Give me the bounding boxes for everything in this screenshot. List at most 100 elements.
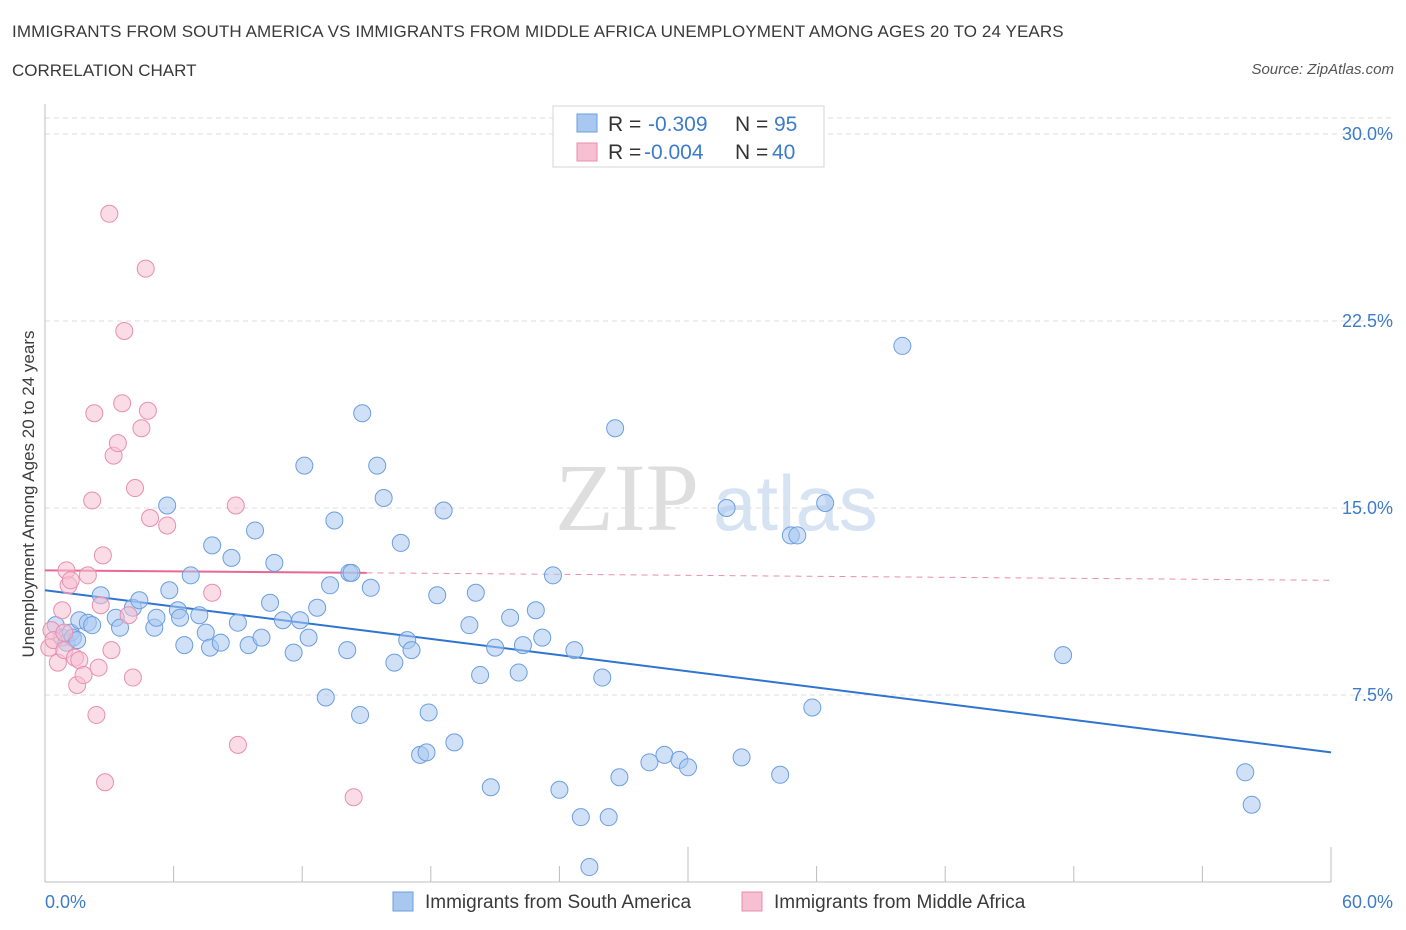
data-points [40, 204, 1261, 877]
south-america-point-59 [434, 501, 453, 520]
south-america-point-45 [342, 563, 361, 582]
south-america-point-85 [732, 748, 751, 767]
south-america-point-38 [299, 628, 318, 647]
south-america-point-32 [261, 593, 280, 612]
south-america-point-47 [353, 404, 372, 423]
middle-africa-point-30 [132, 419, 151, 438]
south-america-point-42 [325, 511, 344, 530]
stats-legend: R = -0.309 N = 95 R = -0.004 N = 40 [552, 105, 825, 168]
south-america-point-28 [228, 613, 247, 632]
south-america-point-67 [509, 663, 528, 682]
south-america-point-22 [190, 606, 209, 625]
middle-africa-point-33 [141, 508, 160, 527]
south-america-point-83 [679, 758, 697, 777]
middle-africa-point-37 [228, 735, 247, 754]
south-america-point-65 [486, 638, 505, 657]
south-america-point-30 [246, 521, 265, 540]
middle-africa-point-38 [344, 788, 363, 807]
middle-africa-point-15 [85, 404, 104, 423]
south-america-point-86 [771, 765, 790, 784]
south-america-point-73 [565, 641, 584, 660]
stats-legend-r-label-2: R = [608, 141, 641, 164]
middle-africa-point-18 [91, 596, 110, 615]
middle-africa-point-16 [87, 705, 106, 724]
y-tick-labels: 7.5% 15.0% 22.5% 30.0% [1342, 124, 1393, 705]
stats-legend-frame [552, 105, 825, 168]
south-america-point-70 [533, 628, 552, 647]
south-america-point-37 [295, 456, 314, 475]
south-america-point-35 [284, 643, 303, 662]
middle-africa-point-22 [102, 641, 121, 660]
south-america-point-81 [655, 745, 674, 764]
chart-subtitle: CORRELATION CHART [12, 61, 197, 80]
south-america-point-51 [385, 653, 404, 672]
south-america-point-72 [550, 780, 569, 799]
south-america-point-26 [211, 633, 230, 652]
south-america-point-43 [338, 641, 357, 660]
south-america-point-54 [402, 641, 421, 660]
trend-line-middle-africa-extension [366, 572, 1332, 581]
watermark-zip: ZIP [555, 444, 699, 551]
middle-africa-point-27 [119, 606, 138, 625]
middle-africa-point-4 [53, 601, 72, 620]
south-america-point-93 [1236, 763, 1255, 782]
south-america-point-19 [171, 608, 190, 627]
south-america-point-61 [460, 616, 479, 635]
stats-legend-n-value-2: 40 [772, 141, 795, 164]
middle-africa-point-19 [93, 546, 112, 565]
south-america-point-36 [291, 611, 310, 630]
south-america-point-88 [788, 526, 807, 545]
south-america-point-41 [321, 576, 340, 595]
south-america-point-91 [893, 336, 912, 355]
south-america-point-60 [445, 733, 464, 752]
south-america-point-17 [160, 581, 179, 600]
y-tick-label-1: 15.0% [1342, 498, 1393, 518]
south-america-point-15 [147, 608, 166, 627]
south-america-point-25 [203, 536, 222, 555]
south-america-point-34 [273, 611, 292, 630]
south-america-point-71 [543, 566, 562, 585]
south-america-point-80 [640, 753, 659, 772]
south-america-point-11 [111, 618, 130, 637]
south-america-point-78 [606, 419, 625, 438]
south-america-point-63 [471, 666, 490, 685]
south-america-point-79 [610, 768, 629, 787]
legend-swatch-middle-africa [741, 891, 763, 912]
gridlines [45, 117, 1395, 696]
x-tick-label-0: 0.0% [45, 892, 86, 912]
middle-africa-point-28 [123, 668, 142, 687]
south-america-point-76 [593, 668, 612, 687]
middle-africa-point-35 [203, 583, 222, 602]
south-america-point-50 [374, 489, 393, 508]
stats-legend-n-label-1: N = [735, 113, 768, 136]
stats-legend-r-value-1: -0.309 [648, 113, 708, 136]
stats-legend-r-label-1: R = [608, 113, 641, 136]
stats-legend-n-label-2: N = [735, 141, 768, 164]
legend-label-south-america: Immigrants from South America [425, 892, 692, 913]
south-america-point-94 [1242, 795, 1261, 814]
south-america-point-77 [599, 808, 618, 827]
middle-africa-point-12 [74, 666, 93, 685]
middle-africa-point-26 [115, 321, 134, 340]
south-america-point-23 [196, 623, 215, 642]
series-legend: Immigrants from South America Immigrants… [392, 891, 1026, 913]
south-america-point-33 [265, 553, 284, 572]
middle-africa-point-14 [83, 491, 102, 510]
middle-africa-point-32 [138, 401, 157, 420]
middle-africa-point-36 [226, 496, 245, 515]
middle-africa-point-24 [108, 434, 127, 453]
south-america-point-21 [181, 566, 200, 585]
south-america-point-68 [513, 636, 532, 655]
trend-lines [44, 569, 1332, 754]
stats-legend-pink-swatch [576, 142, 598, 162]
south-america-point-46 [351, 705, 370, 724]
middle-africa-point-29 [126, 479, 145, 498]
x-tick-labels: 0.0% 60.0% [45, 892, 1393, 912]
south-america-point-48 [361, 578, 380, 597]
middle-africa-point-8 [61, 571, 80, 590]
x-tick-label-1: 60.0% [1342, 892, 1393, 912]
axes [44, 104, 1332, 883]
south-america-point-69 [526, 601, 545, 620]
middle-africa-point-34 [158, 516, 177, 535]
south-america-point-62 [466, 583, 485, 602]
